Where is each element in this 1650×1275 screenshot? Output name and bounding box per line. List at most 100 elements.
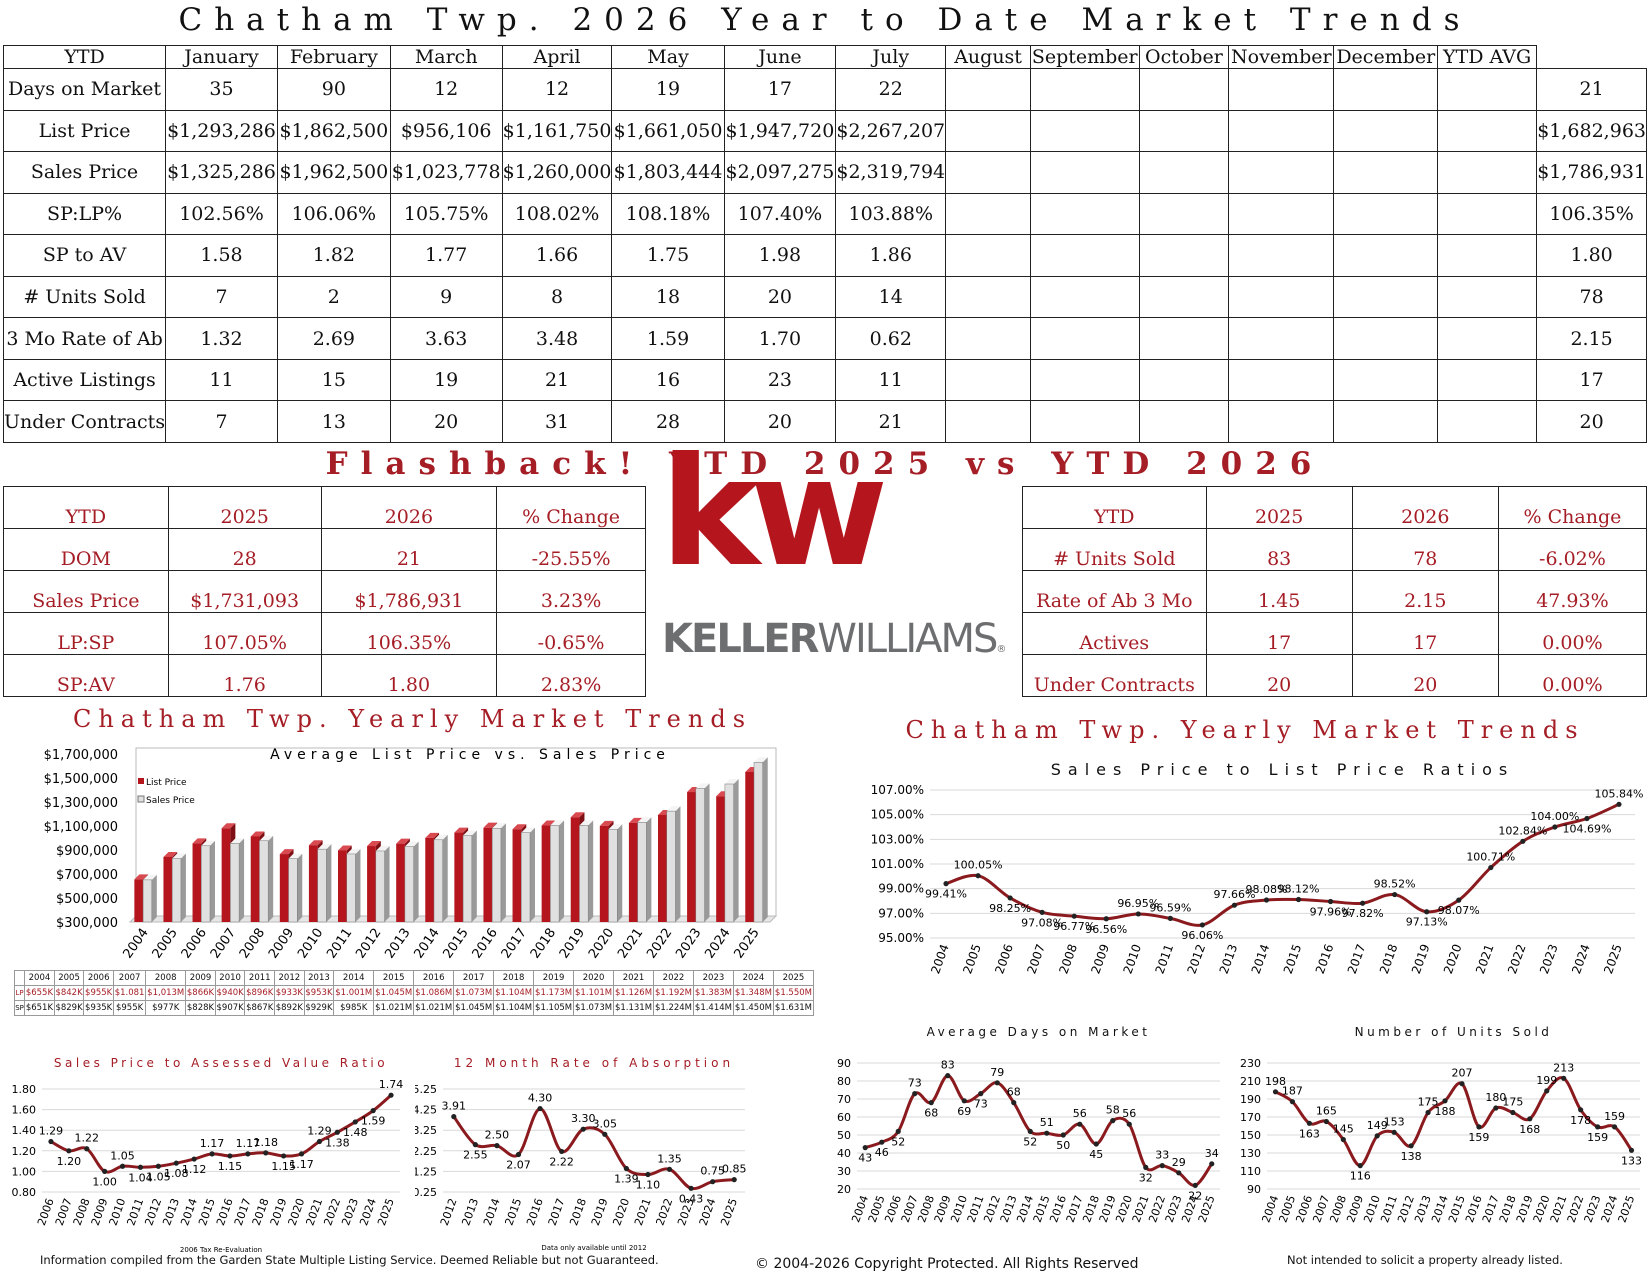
ytd-header-row: YTD January February March April May June July A… [2, 45, 1647, 69]
bar-top [628, 817, 643, 823]
data-label: 168 [1519, 1123, 1540, 1136]
data-point [1456, 897, 1462, 903]
ytd-col-header: October [1138, 45, 1230, 69]
data-label: 34 [1205, 1147, 1219, 1160]
flashback-cell: DOM [3, 528, 169, 571]
data-point [1126, 1121, 1132, 1127]
ytd-cell: 20 [723, 400, 837, 443]
sales-price-bar [317, 848, 327, 923]
legend-label: Sales Price [146, 796, 195, 806]
data-label: 96.95% [1117, 897, 1159, 910]
ytd-cell: $1,260,000 [501, 151, 613, 194]
x-tick-label: 2016 [470, 926, 501, 962]
y-tick-label: $1,300,000 [44, 796, 118, 811]
data-label: 199 [1536, 1074, 1557, 1087]
data-point [1391, 1129, 1397, 1135]
price-table-year: 2012 [274, 970, 305, 986]
flashback-title: Flashback! YTD 2025 vs YTD 2026 [325, 446, 1325, 482]
data-label: 159 [1604, 1110, 1625, 1123]
x-tick-label: 2019 [589, 1197, 611, 1228]
data-label: 0.75 [700, 1165, 725, 1178]
price-table-sp-value: $929K [303, 1000, 335, 1016]
x-tick-label: 2025 [718, 1197, 740, 1228]
ytd-cell [1138, 317, 1230, 360]
data-label: 33 [1155, 1149, 1169, 1162]
data-point [1408, 1143, 1414, 1149]
ytd-row: Sales Price $1,325,286 $1,962,500 $1,023,77… [2, 151, 1647, 194]
y-tick-label: $1,100,000 [44, 820, 118, 835]
price-table-lp-value: $940K [214, 985, 246, 1001]
bar-top [425, 832, 439, 838]
price-table-lp-value: $1.104M [493, 985, 535, 1001]
ytd-cell: 7 [165, 275, 278, 319]
bar-top [192, 838, 207, 844]
price-summary-table: 2004 2005 2006 2007 2008 2009 2010 2011 2012 2013… [13, 970, 815, 1016]
bar-side [413, 841, 419, 922]
kw-wordmark-bold: KELLER [662, 616, 819, 662]
data-point [451, 1114, 457, 1120]
data-point [912, 1091, 918, 1097]
list-price-bar [308, 845, 318, 922]
bar-top [463, 830, 477, 836]
data-point [1327, 898, 1334, 905]
chart-title: Average List Price vs. Sales Price [270, 747, 670, 763]
x-tick-label: 2005 [150, 926, 181, 962]
data-label: 163 [1299, 1127, 1320, 1140]
bar-top [396, 838, 410, 844]
sales-price-bar [288, 858, 298, 923]
price-table-lp-value: $1.073M [453, 985, 495, 1001]
ytd-row-label: 3 Mo Rate of Ab [2, 317, 167, 360]
y-tick-label: 2.25 [415, 1145, 437, 1158]
flashback-cell: 1.80 [320, 654, 498, 697]
price-table-lp-value: $1.550M [772, 985, 815, 1001]
data-point [1527, 1116, 1533, 1122]
bar-side [326, 844, 332, 922]
ytd-cell [945, 68, 1031, 111]
data-point [580, 1126, 586, 1132]
data-point [1552, 824, 1558, 830]
data-point [84, 1146, 90, 1152]
y-tick-label: 1.80 [12, 1083, 37, 1096]
data-point [515, 1151, 522, 1158]
data-label: 1.18 [254, 1136, 279, 1149]
flashback-col-header: 2025 [1205, 486, 1353, 529]
data-label: 56 [1122, 1107, 1136, 1120]
x-tick-label: 2019 [557, 926, 588, 962]
data-label: 0.43 [679, 1192, 704, 1205]
flashback-cell: 21 [320, 528, 498, 571]
bar-top [221, 823, 236, 829]
sp-lp-chart: 95.00% 97.00% 99.00% 101.00% 103.00% 105.00% 1… [871, 760, 1644, 976]
flashback-row: Rate of Ab 3 Mo 1.45 2.15 47.93% [1022, 570, 1648, 613]
data-label: 1.00 [92, 1175, 117, 1188]
data-point [666, 1166, 673, 1172]
y-tick-label: 97.00% [878, 906, 924, 920]
avg-price-chart: $300,000 $500,000 $700,000 $900,000 $1,100,0… [44, 747, 778, 962]
flashback-col-header: 2025 [167, 486, 322, 529]
list-price-bar [338, 850, 347, 922]
footer-source: Information compiled from the Garden Sta… [40, 1253, 659, 1267]
list-price-bar [512, 829, 522, 922]
bar-top [163, 851, 178, 857]
ytd-col-header: July [835, 45, 947, 69]
y-tick-label: 105.00% [871, 808, 924, 822]
ytd-cell: 3.48 [501, 317, 613, 360]
x-tick-label: 2021 [1473, 942, 1497, 975]
flashback-cell: Under Contracts [1022, 654, 1207, 697]
data-point [559, 1148, 565, 1155]
data-label: 1.35 [657, 1152, 682, 1165]
data-label: 3.05 [593, 1117, 618, 1130]
ytd-cell: 1.58 [165, 234, 278, 277]
x-tick-label: 2011 [1153, 942, 1177, 975]
ytd-row: # Units Sold 7 2 9 8 18 20 14 78 [2, 275, 1647, 319]
ytd-cell: 103.88% [835, 192, 947, 236]
sales-price-bar [695, 788, 705, 923]
x-tick-label: 2021 [615, 926, 646, 962]
yearly-title-right: Chatham Twp. Yearly Market Trends [905, 716, 1585, 744]
data-point [1520, 838, 1526, 844]
ytd-cell [1333, 109, 1439, 153]
ytd-avg-cell: 106.35% [1536, 192, 1647, 236]
series-line [864, 1074, 1213, 1187]
price-table-lp-value: $1.126M [613, 985, 654, 1001]
data-point [1306, 1120, 1312, 1126]
